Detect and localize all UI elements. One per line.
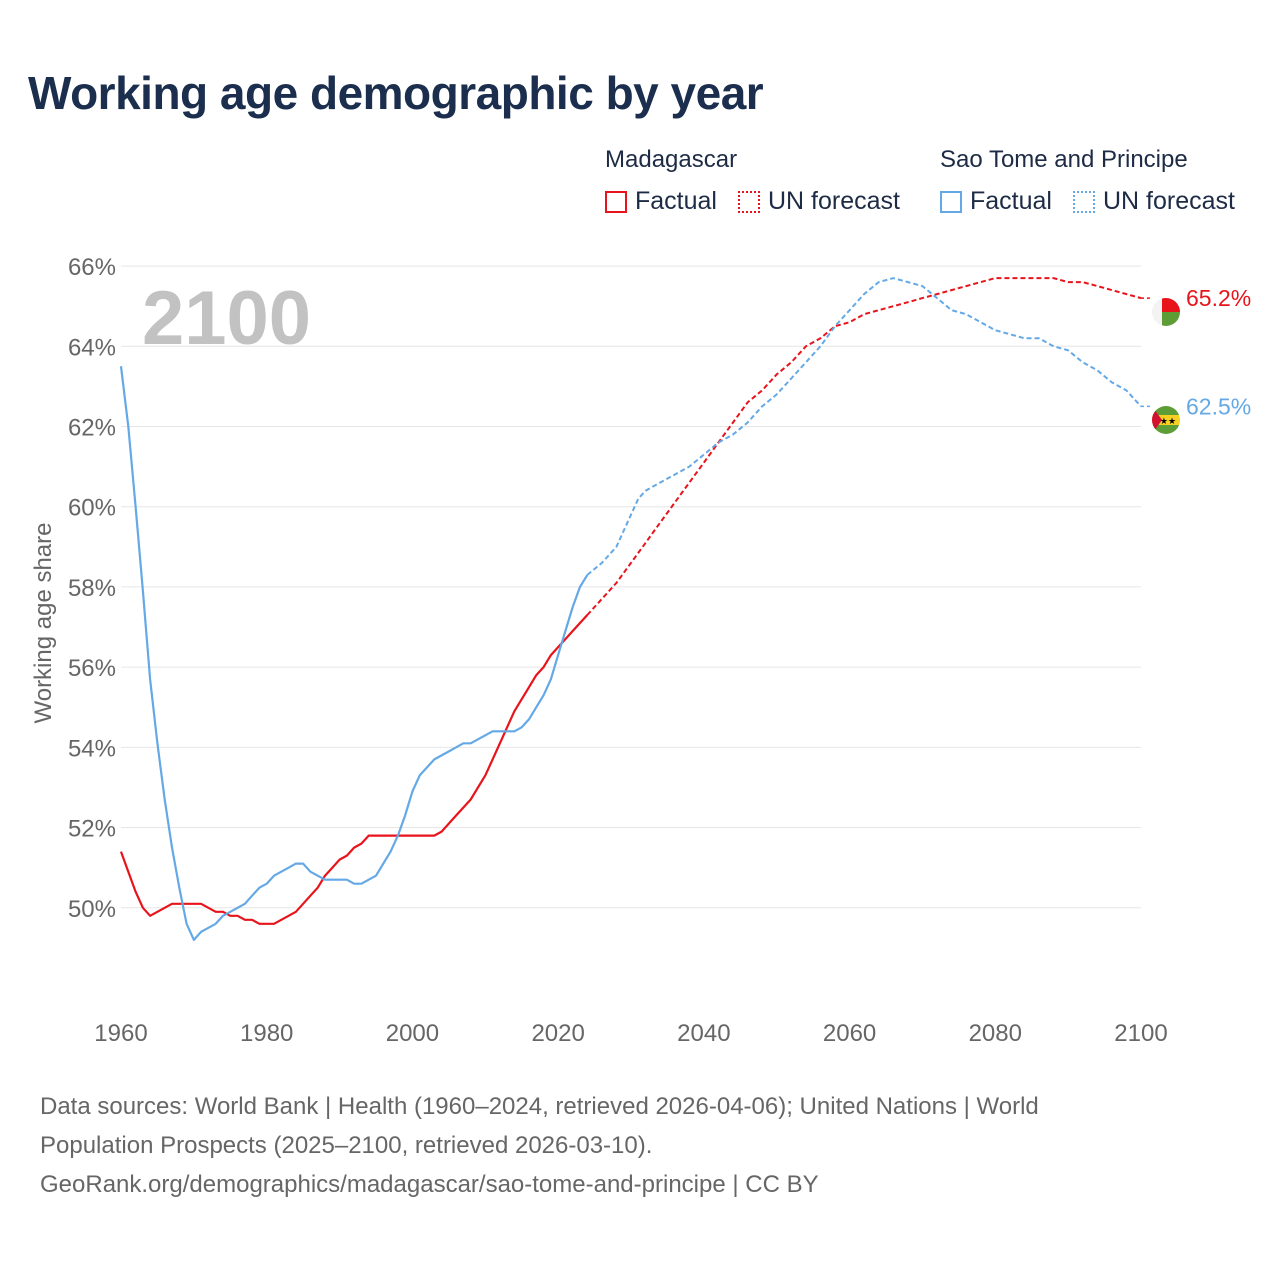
madagascar-forecast-line[interactable]	[586, 277, 1142, 616]
y-tick-label: 54%	[68, 735, 116, 762]
legend-label: UN forecast	[1103, 187, 1235, 215]
legend-swatch-dotted-icon	[1073, 190, 1095, 213]
x-tick-label: 2000	[386, 1020, 439, 1047]
x-tick-label: 2100	[1114, 1020, 1167, 1047]
y-tick-label: 56%	[68, 655, 116, 682]
chart-title: Working age demographic by year	[28, 67, 764, 119]
legend-group-sao-tome: Sao Tome and Principe	[940, 146, 1188, 173]
sao-tome-factual-line[interactable]	[119, 366, 589, 941]
footer: Data sources: World Bank | Health (1960–…	[40, 1087, 1240, 1204]
legend-sao-tome-factual[interactable]: Factual	[940, 187, 1052, 216]
y-tick-label: 58%	[68, 575, 116, 602]
sao-tome-forecast-line[interactable]	[586, 277, 1142, 576]
legend-madagascar-factual[interactable]: Factual	[605, 187, 717, 216]
line-chart: 2100 50% 52% 54% 56% 58% 60% 62% 64% 66% 1960 198…	[30, 254, 1251, 1047]
x-tick-label: 2080	[969, 1020, 1022, 1047]
x-tick-label: 2040	[677, 1020, 730, 1047]
legend-label: UN forecast	[768, 187, 900, 215]
legend-label: Factual	[635, 187, 717, 215]
y-tick-label: 62%	[68, 414, 116, 441]
legend-swatch-solid-icon	[940, 190, 962, 213]
x-tick-label: 2060	[823, 1020, 876, 1047]
y-tick-label: 64%	[68, 334, 116, 361]
footer-sources-line2: Population Prospects (2025–2100, retriev…	[40, 1132, 653, 1159]
legend-swatch-solid-icon	[605, 190, 627, 213]
sao-tome-flag-icon: ★★	[1152, 406, 1180, 434]
y-tick-label: 60%	[68, 495, 116, 522]
x-tick-label: 1960	[94, 1020, 147, 1047]
sao-tome-end-label: 62.5%	[1186, 393, 1251, 419]
madagascar-factual-line[interactable]	[119, 614, 589, 925]
x-tick-label: 1980	[240, 1020, 293, 1047]
y-tick-label: 66%	[68, 254, 116, 281]
legend-group-madagascar: Madagascar	[605, 146, 738, 173]
madagascar-end-label: 65.2%	[1186, 285, 1251, 311]
footer-sources-line1: Data sources: World Bank | Health (1960–…	[40, 1093, 1039, 1120]
legend-madagascar-forecast[interactable]: UN forecast	[738, 187, 900, 216]
svg-text:★★: ★★	[1160, 416, 1176, 426]
y-tick-label: 50%	[68, 896, 116, 923]
legend-label: Factual	[970, 187, 1052, 215]
legend-swatch-dotted-icon	[738, 190, 760, 213]
x-tick-label: 2020	[531, 1020, 584, 1047]
y-tick-label: 52%	[68, 816, 116, 843]
legend-sao-tome-forecast[interactable]: UN forecast	[1073, 187, 1235, 216]
year-watermark: 2100	[142, 276, 311, 361]
madagascar-flag-icon	[1152, 298, 1180, 326]
y-axis-label: Working age share	[30, 523, 57, 724]
footer-url-line: GeoRank.org/demographics/madagascar/sao-…	[40, 1171, 819, 1198]
